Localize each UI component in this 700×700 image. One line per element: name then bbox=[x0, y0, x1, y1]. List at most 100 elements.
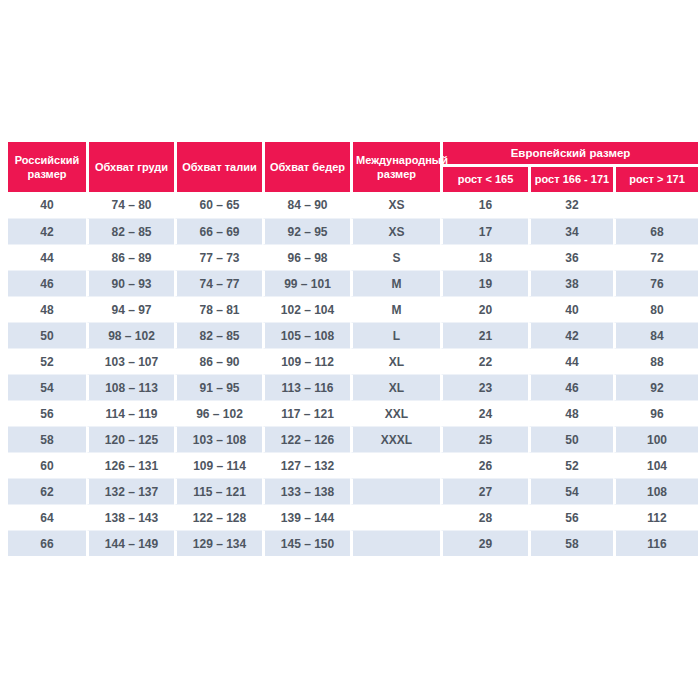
table-cell: 84 – 90 bbox=[262, 192, 350, 218]
table-cell: S bbox=[350, 244, 440, 270]
table-cell: 54 bbox=[8, 374, 86, 400]
table-cell: 92 – 95 bbox=[262, 218, 350, 244]
table-cell bbox=[350, 478, 440, 504]
table-cell: 96 – 98 bbox=[262, 244, 350, 270]
table-cell: XS bbox=[350, 192, 440, 218]
col-header-height-166-171: рост 166 - 171 bbox=[528, 167, 613, 192]
table-row: 52103 – 10786 – 90109 – 112XL224488 bbox=[8, 348, 698, 374]
table-cell: 24 bbox=[440, 400, 528, 426]
table-cell bbox=[613, 192, 698, 218]
table-cell: 122 – 128 bbox=[174, 504, 262, 530]
col-header-chest: Обхват груди bbox=[86, 142, 174, 192]
size-chart-container: Российский размер Обхват груди Обхват та… bbox=[8, 142, 698, 556]
table-cell bbox=[350, 504, 440, 530]
table-cell: 103 – 108 bbox=[174, 426, 262, 452]
table-cell: L bbox=[350, 322, 440, 348]
table-cell: 114 – 119 bbox=[86, 400, 174, 426]
table-cell: 34 bbox=[528, 218, 613, 244]
table-cell: 68 bbox=[613, 218, 698, 244]
header-row-main: Российский размер Обхват груди Обхват та… bbox=[8, 142, 698, 167]
table-cell: 82 – 85 bbox=[86, 218, 174, 244]
table-cell: 112 bbox=[613, 504, 698, 530]
table-row: 56114 – 11996 – 102117 – 121XXL244896 bbox=[8, 400, 698, 426]
table-cell: 144 – 149 bbox=[86, 530, 174, 556]
table-cell: 132 – 137 bbox=[86, 478, 174, 504]
table-cell: 32 bbox=[528, 192, 613, 218]
table-row: 62132 – 137115 – 121133 – 1382754108 bbox=[8, 478, 698, 504]
table-cell: 113 – 116 bbox=[262, 374, 350, 400]
table-cell: 60 – 65 bbox=[174, 192, 262, 218]
table-cell: 138 – 143 bbox=[86, 504, 174, 530]
table-row: 60126 – 131109 – 114127 – 1322652104 bbox=[8, 452, 698, 478]
table-cell: XXL bbox=[350, 400, 440, 426]
table-cell: 46 bbox=[528, 374, 613, 400]
table-cell: 102 – 104 bbox=[262, 296, 350, 322]
table-cell: 64 bbox=[8, 504, 86, 530]
table-cell: 74 – 80 bbox=[86, 192, 174, 218]
table-cell: 80 bbox=[613, 296, 698, 322]
table-row: 54108 – 11391 – 95113 – 116XL234692 bbox=[8, 374, 698, 400]
table-cell: 42 bbox=[528, 322, 613, 348]
table-cell: 56 bbox=[528, 504, 613, 530]
table-cell: 50 bbox=[528, 426, 613, 452]
size-table-header: Российский размер Обхват груди Обхват та… bbox=[8, 142, 698, 192]
table-cell: 82 – 85 bbox=[174, 322, 262, 348]
table-cell: 96 bbox=[613, 400, 698, 426]
table-cell: 108 – 113 bbox=[86, 374, 174, 400]
table-cell: 23 bbox=[440, 374, 528, 400]
table-cell: 44 bbox=[528, 348, 613, 374]
table-cell: XXXL bbox=[350, 426, 440, 452]
table-cell: 126 – 131 bbox=[86, 452, 174, 478]
table-cell: 54 bbox=[528, 478, 613, 504]
table-cell: 25 bbox=[440, 426, 528, 452]
table-cell: 44 bbox=[8, 244, 86, 270]
table-cell: 109 – 114 bbox=[174, 452, 262, 478]
table-cell: 78 – 81 bbox=[174, 296, 262, 322]
table-row: 64138 – 143122 – 128139 – 1442856112 bbox=[8, 504, 698, 530]
table-cell: XS bbox=[350, 218, 440, 244]
table-cell: 58 bbox=[528, 530, 613, 556]
table-cell: 115 – 121 bbox=[174, 478, 262, 504]
table-cell: 66 bbox=[8, 530, 86, 556]
col-header-height-lt-165: рост < 165 bbox=[440, 167, 528, 192]
table-cell: 117 – 121 bbox=[262, 400, 350, 426]
table-cell: 133 – 138 bbox=[262, 478, 350, 504]
table-row: 4486 – 8977 – 7396 – 98S183672 bbox=[8, 244, 698, 270]
table-cell: 84 bbox=[613, 322, 698, 348]
table-row: 4282 – 8566 – 6992 – 95XS173468 bbox=[8, 218, 698, 244]
table-cell: 104 bbox=[613, 452, 698, 478]
table-cell: 120 – 125 bbox=[86, 426, 174, 452]
table-cell: 18 bbox=[440, 244, 528, 270]
table-cell bbox=[350, 452, 440, 478]
table-cell: 92 bbox=[613, 374, 698, 400]
size-chart-page: Российский размер Обхват груди Обхват та… bbox=[0, 0, 700, 700]
table-cell: 38 bbox=[528, 270, 613, 296]
table-cell: 86 – 89 bbox=[86, 244, 174, 270]
table-row: 66144 – 149129 – 134145 – 1502958116 bbox=[8, 530, 698, 556]
table-row: 4690 – 9374 – 7799 – 101M193876 bbox=[8, 270, 698, 296]
table-cell: M bbox=[350, 270, 440, 296]
table-row: 58120 – 125103 – 108122 – 126XXXL2550100 bbox=[8, 426, 698, 452]
col-header-international-size: Международный размер bbox=[350, 142, 440, 192]
table-cell: 50 bbox=[8, 322, 86, 348]
table-cell: XL bbox=[350, 348, 440, 374]
table-cell: 86 – 90 bbox=[174, 348, 262, 374]
table-cell: 28 bbox=[440, 504, 528, 530]
table-cell: 20 bbox=[440, 296, 528, 322]
table-cell: 22 bbox=[440, 348, 528, 374]
table-row: 4894 – 9778 – 81102 – 104M204080 bbox=[8, 296, 698, 322]
col-header-european-size: Европейский размер bbox=[440, 142, 698, 167]
table-cell bbox=[350, 530, 440, 556]
table-cell: 76 bbox=[613, 270, 698, 296]
table-cell: 99 – 101 bbox=[262, 270, 350, 296]
table-cell: 90 – 93 bbox=[86, 270, 174, 296]
col-header-waist: Обхват талии bbox=[174, 142, 262, 192]
table-cell: 21 bbox=[440, 322, 528, 348]
table-cell: 100 bbox=[613, 426, 698, 452]
table-cell: 105 – 108 bbox=[262, 322, 350, 348]
table-cell: 29 bbox=[440, 530, 528, 556]
table-cell: 48 bbox=[8, 296, 86, 322]
table-cell: 109 – 112 bbox=[262, 348, 350, 374]
table-cell: 91 – 95 bbox=[174, 374, 262, 400]
table-cell: 77 – 73 bbox=[174, 244, 262, 270]
